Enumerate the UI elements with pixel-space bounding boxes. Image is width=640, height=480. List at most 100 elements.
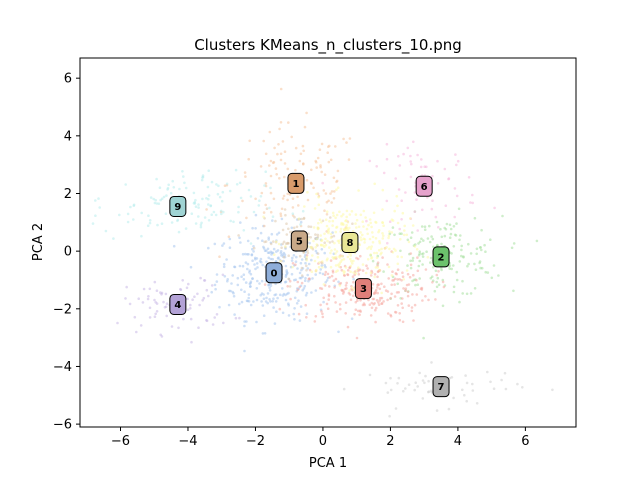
cluster-label-4: 4 [169,293,187,315]
data-point-cluster-9 [200,221,203,225]
data-point-cluster-9 [222,210,225,214]
data-point-cluster-1 [205,208,208,211]
data-point-cluster-0 [262,245,265,249]
data-point-cluster-2 [382,270,385,273]
data-point-cluster-4 [210,284,214,287]
data-point-cluster-1 [314,160,318,164]
data-point-cluster-0 [304,294,308,297]
data-point-cluster-3 [390,283,394,287]
data-point-cluster-1 [325,213,329,216]
data-point-cluster-1 [294,146,298,150]
data-point-cluster-3 [278,307,282,311]
data-point-cluster-8 [359,231,362,234]
data-point-cluster-9 [221,190,225,194]
data-point-cluster-3 [376,286,379,289]
data-point-cluster-5 [316,252,320,255]
data-point-cluster-8 [324,243,328,247]
data-point-cluster-8 [311,254,314,257]
data-point-cluster-8 [334,230,338,234]
data-point-cluster-2 [535,239,539,243]
data-point-cluster-1 [272,197,276,201]
data-point-cluster-2 [465,292,469,296]
data-point-cluster-0 [307,262,311,266]
data-point-cluster-7 [447,407,451,411]
data-point-cluster-3 [406,272,410,276]
data-point-cluster-2 [421,255,425,258]
data-point-cluster-1 [273,146,276,150]
data-point-cluster-5 [272,240,275,243]
data-point-cluster-2 [423,225,427,228]
data-point-cluster-6 [471,201,475,205]
data-point-cluster-1 [245,216,248,220]
data-point-cluster-0 [266,251,270,254]
data-point-cluster-1 [272,160,276,164]
data-point-cluster-7 [471,382,474,386]
data-point-cluster-8 [350,286,354,289]
chart-title: Clusters KMeans_n_clusters_10.png [194,36,462,55]
data-point-cluster-3 [401,275,405,279]
data-point-cluster-7 [448,376,452,380]
data-point-cluster-3 [286,285,290,288]
data-point-cluster-8 [330,249,333,252]
data-point-cluster-5 [329,216,332,219]
data-point-cluster-9 [249,195,253,198]
data-point-cluster-8 [352,288,356,291]
data-point-cluster-0 [228,246,232,249]
data-point-cluster-3 [437,270,440,273]
data-point-cluster-8 [273,253,276,256]
data-point-cluster-5 [331,240,334,243]
data-point-cluster-4 [153,280,157,284]
data-point-cluster-0 [272,247,276,251]
data-point-cluster-9 [148,221,152,225]
data-point-cluster-2 [431,237,435,241]
data-point-cluster-8 [321,260,324,263]
data-point-cluster-8 [371,235,375,239]
data-point-cluster-2 [430,235,433,238]
data-point-cluster-5 [252,246,256,250]
data-point-cluster-2 [480,228,483,232]
data-point-cluster-0 [221,244,224,247]
data-point-cluster-8 [315,243,319,246]
data-point-cluster-5 [280,246,283,249]
data-point-cluster-2 [396,282,400,286]
data-point-cluster-3 [297,312,301,316]
data-point-cluster-1 [244,175,247,178]
data-point-cluster-2 [483,243,486,247]
data-point-cluster-1 [274,167,278,170]
data-point-cluster-4 [215,313,219,316]
data-point-cluster-2 [469,252,473,255]
data-point-cluster-9 [197,215,200,218]
data-point-cluster-3 [401,297,404,300]
data-point-cluster-3 [369,314,373,317]
data-point-cluster-2 [409,266,413,270]
data-point-cluster-1 [218,255,221,258]
data-point-cluster-9 [232,220,235,224]
data-point-cluster-0 [318,271,322,275]
data-point-cluster-3 [380,282,383,286]
data-point-cluster-8 [382,234,385,237]
data-point-cluster-8 [403,224,407,228]
data-point-cluster-8 [317,265,321,269]
data-point-cluster-4 [164,292,168,296]
data-point-cluster-8 [345,223,348,227]
data-point-cluster-8 [395,194,399,198]
data-point-cluster-8 [361,220,365,223]
data-point-cluster-0 [223,275,227,278]
data-point-cluster-9 [257,204,261,207]
data-point-cluster-8 [366,247,369,250]
data-point-cluster-0 [285,269,289,272]
data-point-cluster-1 [281,140,285,143]
data-point-cluster-2 [432,245,435,249]
data-point-cluster-9 [201,197,204,201]
data-point-cluster-4 [147,295,150,298]
data-point-cluster-8 [336,186,340,189]
data-point-cluster-9 [97,197,100,200]
data-point-cluster-8 [329,236,333,240]
data-point-cluster-2 [422,239,425,242]
data-point-cluster-2 [420,252,424,256]
data-point-cluster-8 [317,203,321,207]
data-point-cluster-8 [335,250,339,253]
data-point-cluster-8 [396,221,400,225]
data-point-cluster-3 [376,264,379,267]
data-point-cluster-7 [475,402,479,405]
